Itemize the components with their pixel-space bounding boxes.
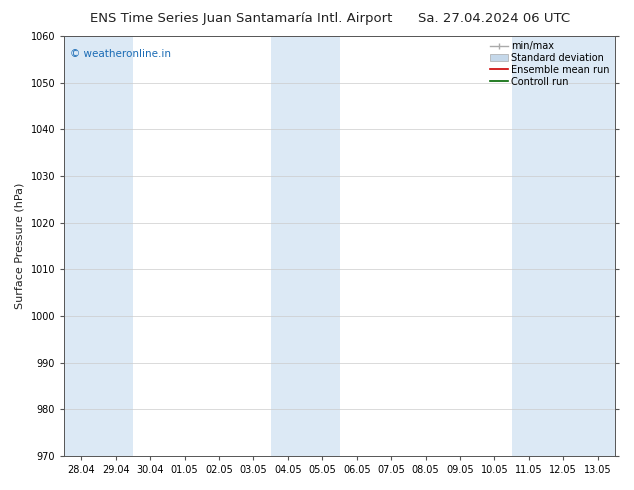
Text: © weatheronline.in: © weatheronline.in bbox=[70, 49, 171, 59]
Bar bbox=[64, 36, 99, 456]
Bar bbox=[99, 36, 133, 456]
Text: Sa. 27.04.2024 06 UTC: Sa. 27.04.2024 06 UTC bbox=[418, 12, 571, 25]
Y-axis label: Surface Pressure (hPa): Surface Pressure (hPa) bbox=[15, 183, 25, 309]
Bar bbox=[580, 36, 615, 456]
Bar bbox=[305, 36, 340, 456]
Bar bbox=[512, 36, 546, 456]
Bar bbox=[546, 36, 580, 456]
Bar bbox=[271, 36, 305, 456]
Text: ENS Time Series Juan Santamaría Intl. Airport: ENS Time Series Juan Santamaría Intl. Ai… bbox=[90, 12, 392, 25]
Legend: min/max, Standard deviation, Ensemble mean run, Controll run: min/max, Standard deviation, Ensemble me… bbox=[487, 38, 613, 90]
